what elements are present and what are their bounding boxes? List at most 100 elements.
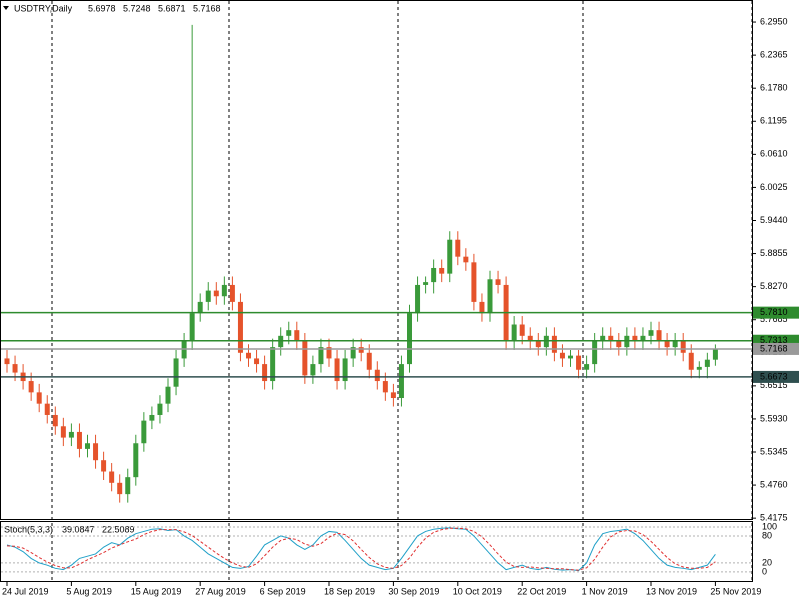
candle-body xyxy=(608,335,614,342)
y-tick-label: 5.8855 xyxy=(760,248,788,258)
x-tick-label: 1 Nov 2019 xyxy=(582,586,628,596)
candle-body xyxy=(157,403,163,415)
x-tick-label: 5 Aug 2019 xyxy=(66,586,112,596)
candle-body xyxy=(76,431,82,449)
candle-body xyxy=(246,352,251,359)
candle-body xyxy=(358,347,364,353)
candle-body xyxy=(52,414,58,427)
candle-body xyxy=(141,420,147,444)
candle-body xyxy=(302,341,308,376)
x-tick-label: 6 Sep 2019 xyxy=(260,586,306,596)
stoch-main-value: 39.0847 xyxy=(62,524,95,534)
candle-body xyxy=(213,290,219,297)
candle-body xyxy=(648,330,654,336)
candle-body xyxy=(390,392,396,399)
y-tick-label: 6.1780 xyxy=(760,83,788,93)
candle-body xyxy=(133,443,139,478)
candle-body xyxy=(519,324,525,336)
level-label-box xyxy=(753,342,799,355)
level-label-box xyxy=(753,370,799,383)
y-tick-label: 6.2365 xyxy=(760,49,788,59)
candle-body xyxy=(495,279,501,285)
stoch-frame xyxy=(0,521,753,582)
candle-body xyxy=(93,443,99,461)
candle-body xyxy=(576,355,582,370)
candle-body xyxy=(318,347,324,365)
candle-body xyxy=(254,358,260,365)
x-tick-label: 30 Sep 2019 xyxy=(388,586,439,596)
candle-body xyxy=(60,426,66,438)
candle-body xyxy=(407,313,412,365)
candle-body xyxy=(640,335,646,342)
level-label-box xyxy=(753,306,799,319)
candle-body xyxy=(439,267,445,274)
ohlc-low: 5.6871 xyxy=(158,3,186,13)
level-label: 5.7313 xyxy=(760,335,788,345)
x-tick-label: 24 Jul 2019 xyxy=(2,586,49,596)
candle-body xyxy=(4,358,10,365)
candle-body xyxy=(431,267,437,283)
candle-body xyxy=(535,341,541,348)
stoch-signal-value: 22.5089 xyxy=(102,524,135,534)
level-label: 5.6673 xyxy=(760,371,788,381)
y-tick-label: 20 xyxy=(762,557,772,567)
stoch-line xyxy=(6,527,716,572)
candle-body xyxy=(44,403,50,415)
candle-body xyxy=(656,330,662,342)
candle-body xyxy=(149,414,155,421)
y-tick-label: 5.9440 xyxy=(760,215,788,225)
candle-body xyxy=(189,313,195,342)
x-tick-label: 13 Nov 2019 xyxy=(646,586,697,596)
x-tick-label: 10 Oct 2019 xyxy=(453,586,502,596)
stoch-line xyxy=(6,527,716,571)
candle-body xyxy=(600,335,606,342)
y-tick-label: 6.0610 xyxy=(760,149,788,159)
x-tick-label: 25 Nov 2019 xyxy=(710,586,761,596)
candle-body xyxy=(568,355,573,359)
candle-body xyxy=(68,431,74,438)
ohlc-close: 5.7168 xyxy=(193,3,221,13)
x-tick-label: 27 Aug 2019 xyxy=(195,586,246,596)
candle-body xyxy=(455,239,461,257)
candle-body xyxy=(12,364,18,373)
x-tick-label: 22 Oct 2019 xyxy=(517,586,566,596)
candle-body xyxy=(197,301,203,314)
candle-body xyxy=(366,352,372,370)
candle-body xyxy=(704,359,710,367)
candle-body xyxy=(487,279,493,314)
candle-body xyxy=(374,369,380,382)
candle-body xyxy=(398,364,404,399)
candle-body xyxy=(447,239,453,274)
chart-title: USDTRY,Daily xyxy=(14,3,73,13)
candle-body xyxy=(382,381,388,393)
candle-body xyxy=(592,341,598,365)
candle-body xyxy=(342,358,348,382)
candle-body xyxy=(696,366,702,370)
y-tick-label: 6.2950 xyxy=(760,16,788,26)
candle-body xyxy=(28,381,34,393)
y-tick-label: 5.4175 xyxy=(760,513,788,523)
candle-body xyxy=(237,301,243,353)
candle-body xyxy=(36,392,42,404)
candle-body xyxy=(423,282,429,285)
candle-body xyxy=(511,324,517,342)
candle-body xyxy=(479,301,485,314)
candle-body xyxy=(334,358,340,382)
candle-body xyxy=(688,352,694,370)
candle-body xyxy=(101,460,107,472)
y-tick-label: 6.1195 xyxy=(760,116,787,126)
candle-body xyxy=(165,386,171,404)
candle-body xyxy=(117,482,123,495)
x-tick-label: 15 Aug 2019 xyxy=(131,586,182,596)
candle-body xyxy=(286,330,292,336)
y-tick-label: 6.0025 xyxy=(760,182,788,192)
candle-body xyxy=(559,352,565,359)
candle-body xyxy=(664,341,670,348)
y-tick-label: 80 xyxy=(762,530,772,540)
candle-body xyxy=(471,262,477,302)
candle-body xyxy=(527,335,533,342)
candle-body xyxy=(221,284,227,297)
candle-body xyxy=(680,341,686,353)
